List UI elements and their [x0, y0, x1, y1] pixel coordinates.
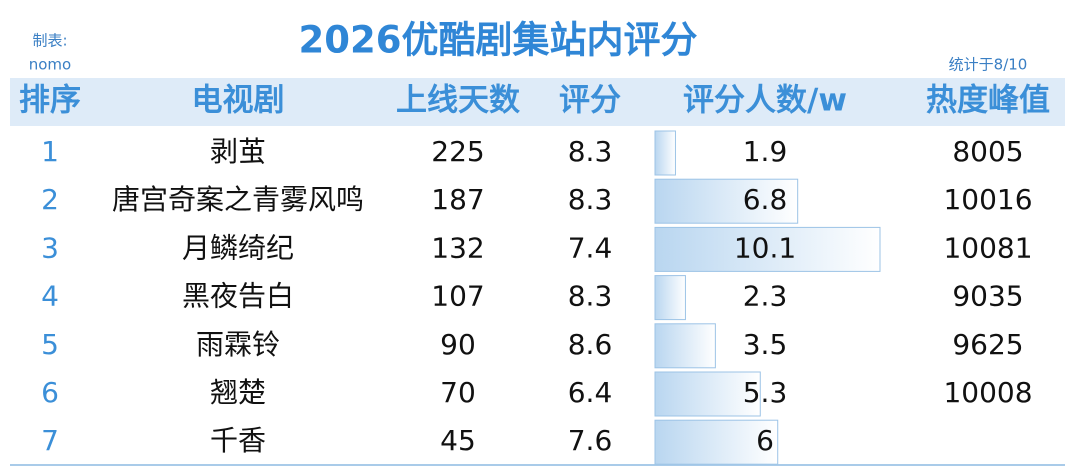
rank: 2: [41, 183, 59, 216]
column-header: 热度峰值: [926, 83, 1050, 119]
cell: 9035: [952, 280, 1023, 313]
title: 2026优酷剧集站内评分: [299, 19, 698, 62]
column-header: 排序: [19, 83, 81, 119]
cell: 唐宫奇案之青雾风鸣: [112, 183, 364, 216]
cell: 107: [431, 280, 484, 313]
rank: 4: [41, 280, 59, 313]
rank: 6: [41, 376, 59, 409]
data-bar: [654, 275, 686, 321]
cell: 8.3: [568, 280, 613, 313]
header-row: [10, 78, 1065, 126]
rank: 1: [41, 135, 59, 168]
data-bar: [654, 419, 779, 465]
cell: 187: [431, 183, 484, 216]
column-header: 上线天数: [396, 83, 520, 119]
cell: 225: [431, 135, 484, 168]
cell: 132: [431, 231, 484, 264]
data-bar: [654, 226, 881, 272]
cell: 7.4: [568, 231, 613, 264]
cell: 3.5: [743, 328, 788, 361]
cell: 70: [440, 376, 476, 409]
data-bar: [654, 178, 799, 224]
cell: 10016: [943, 183, 1032, 216]
cell: 8005: [952, 135, 1023, 168]
credit-name: nomo: [29, 56, 71, 74]
note: 统计于8/10: [949, 56, 1028, 74]
cell: 10.1: [734, 231, 796, 264]
rank: 3: [41, 231, 59, 264]
cell: 9625: [952, 328, 1023, 361]
cell: 8.6: [568, 328, 613, 361]
column-header: 评分人数/w: [683, 83, 847, 119]
cell: 翘楚: [210, 376, 266, 409]
cell: 10081: [943, 231, 1032, 264]
cell: 5.3: [743, 376, 788, 409]
cell: 6: [756, 424, 774, 457]
cell: 45: [440, 424, 476, 457]
cell: 8.3: [568, 135, 613, 168]
cell: 1.9: [743, 135, 788, 168]
cell: 8.3: [568, 183, 613, 216]
cell: 雨霖铃: [196, 328, 280, 361]
cell: 黑夜告白: [182, 280, 294, 313]
credit-label: 制表:: [32, 32, 67, 50]
column-header: 评分: [559, 83, 621, 119]
cell: 剥茧: [210, 135, 266, 168]
cell: 10008: [943, 376, 1032, 409]
data-bar: [654, 130, 676, 176]
cell: 2.3: [743, 280, 788, 313]
cell: 7.6: [568, 424, 613, 457]
cell: 6.4: [568, 376, 613, 409]
cell: 千香: [210, 424, 266, 457]
cell: 月鳞绮纪: [182, 231, 294, 264]
column-header: 电视剧: [192, 83, 285, 119]
cell: 90: [440, 328, 476, 361]
rank: 7: [41, 424, 59, 457]
rank: 5: [41, 328, 59, 361]
data-bar: [654, 323, 716, 369]
data-bar: [654, 371, 761, 417]
cell: 6.8: [743, 183, 788, 216]
